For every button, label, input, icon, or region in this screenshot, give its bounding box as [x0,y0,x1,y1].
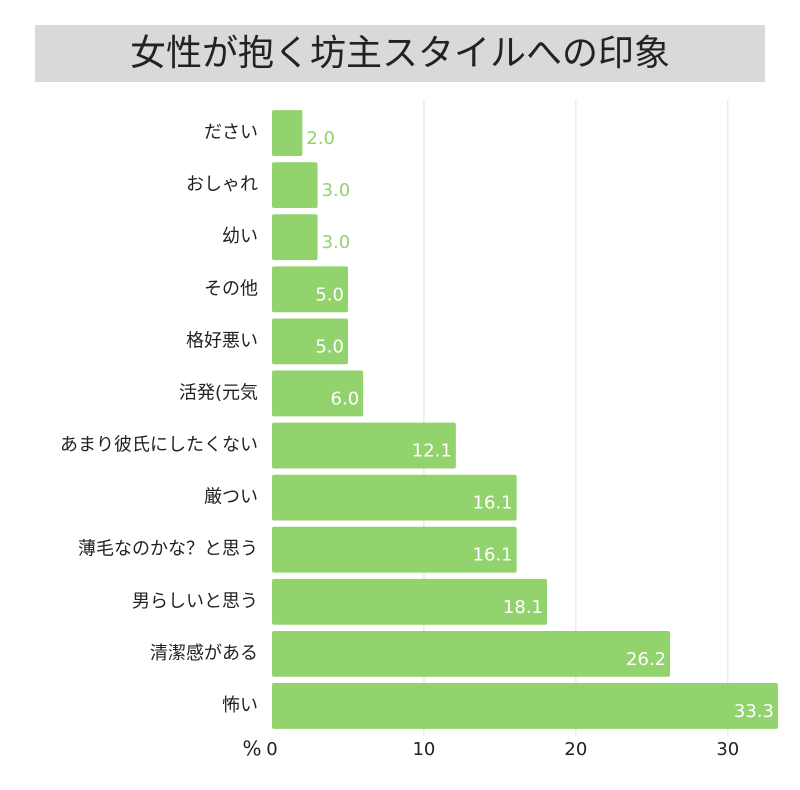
y-tick-label: おしゃれ [186,174,258,195]
bar [272,630,671,677]
value-label: 26.2 [626,649,666,670]
y-tick-label: 怖い [222,695,258,716]
x-tick-label: 20 [564,739,587,760]
value-label: 6.0 [331,388,360,409]
value-label: 5.0 [315,336,344,357]
axis-label: % [242,737,261,761]
x-tick-label: 0 [266,739,277,760]
y-tick-label: 格好悪い [186,330,258,351]
title-box [35,25,765,82]
value-label: 5.0 [315,284,344,305]
bar [272,318,348,365]
bar [272,266,348,313]
value-label: 16.1 [473,545,513,566]
y-tick-label: 活発(元気 [179,382,258,403]
bar [272,370,364,417]
bar [272,110,303,156]
x-tick-label: 30 [716,739,739,760]
bar [272,422,456,469]
value-label: 3.0 [322,232,351,253]
y-tick-label: あまり彼氏にしたくない [60,435,258,456]
y-tick-label: 男らしいと思う [132,591,258,612]
value-label: 12.1 [412,441,452,462]
y-tick-label: 清潔感がある [150,643,258,664]
y-tick-label: ださい [204,122,258,143]
y-tick-label: 幼い [222,226,258,247]
bar [272,683,778,729]
bar [272,214,318,261]
value-label: 18.1 [503,597,543,618]
bar [272,526,517,573]
value-label: 33.3 [734,701,774,722]
value-label: 3.0 [322,180,351,201]
chart-title: 女性が抱く坊主スタイルへの印象 [130,33,670,74]
y-tick-label: 薄毛なのかな？と思う [78,539,258,560]
bar [272,578,548,625]
y-tick-label: 厳つい [204,487,258,508]
value-label: 16.1 [473,493,513,514]
y-tick-label: その他 [204,278,258,299]
bar [272,474,517,521]
x-tick-label: 10 [412,739,435,760]
bar [272,162,318,209]
value-label: 2.0 [306,128,335,149]
